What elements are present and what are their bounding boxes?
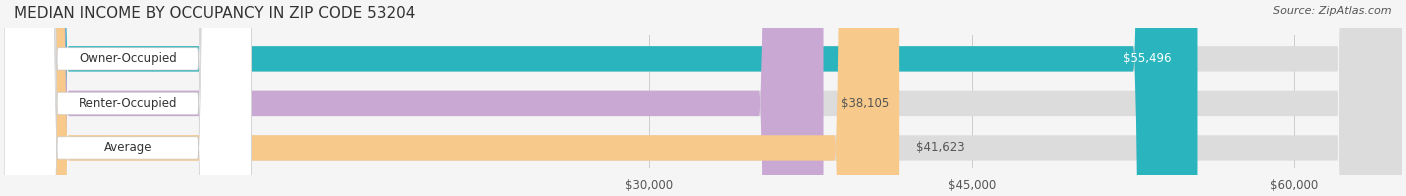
FancyBboxPatch shape [4, 0, 1198, 196]
Text: MEDIAN INCOME BY OCCUPANCY IN ZIP CODE 53204: MEDIAN INCOME BY OCCUPANCY IN ZIP CODE 5… [14, 6, 415, 21]
FancyBboxPatch shape [4, 0, 1402, 196]
Text: Owner-Occupied: Owner-Occupied [79, 52, 177, 65]
Text: $55,496: $55,496 [1123, 52, 1171, 65]
Text: Source: ZipAtlas.com: Source: ZipAtlas.com [1274, 6, 1392, 16]
FancyBboxPatch shape [4, 0, 252, 196]
FancyBboxPatch shape [4, 0, 824, 196]
Text: Average: Average [104, 142, 152, 154]
Text: $41,623: $41,623 [917, 142, 965, 154]
FancyBboxPatch shape [4, 0, 900, 196]
FancyBboxPatch shape [4, 0, 1402, 196]
Text: $38,105: $38,105 [841, 97, 889, 110]
FancyBboxPatch shape [4, 0, 252, 196]
Text: Renter-Occupied: Renter-Occupied [79, 97, 177, 110]
FancyBboxPatch shape [4, 0, 252, 196]
FancyBboxPatch shape [4, 0, 1402, 196]
